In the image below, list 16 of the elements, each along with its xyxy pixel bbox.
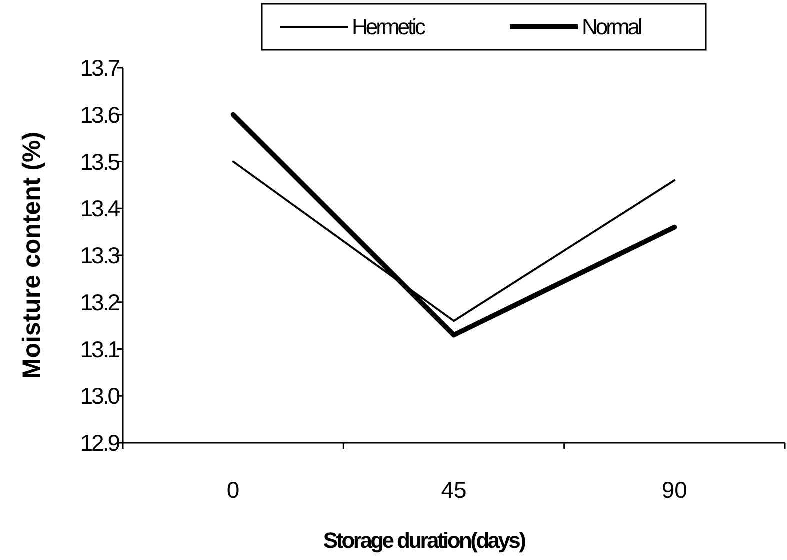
x-tick-label: 45: [441, 477, 467, 503]
y-tick-label: 13.7: [80, 55, 120, 82]
y-axis-title: Moisture content (%): [18, 132, 46, 380]
x-axis-title: Storage duration(days): [323, 528, 526, 553]
y-tick-label: 12.9: [80, 430, 120, 456]
y-tick-label: 13.5: [80, 148, 120, 175]
y-tick-label: 13.6: [80, 102, 120, 128]
legend-label: Normal: [582, 14, 642, 40]
y-tick-label: 13.0: [80, 383, 120, 410]
y-tick-label: 13.1: [80, 336, 120, 362]
y-tick-label: 13.4: [80, 196, 121, 222]
x-tick-label: 90: [662, 477, 688, 503]
legend-label: Hermetic: [352, 14, 426, 40]
y-tick-label: 13.2: [80, 289, 120, 316]
x-tick-label: 0: [226, 477, 240, 503]
y-tick-label: 13.3: [80, 242, 120, 269]
